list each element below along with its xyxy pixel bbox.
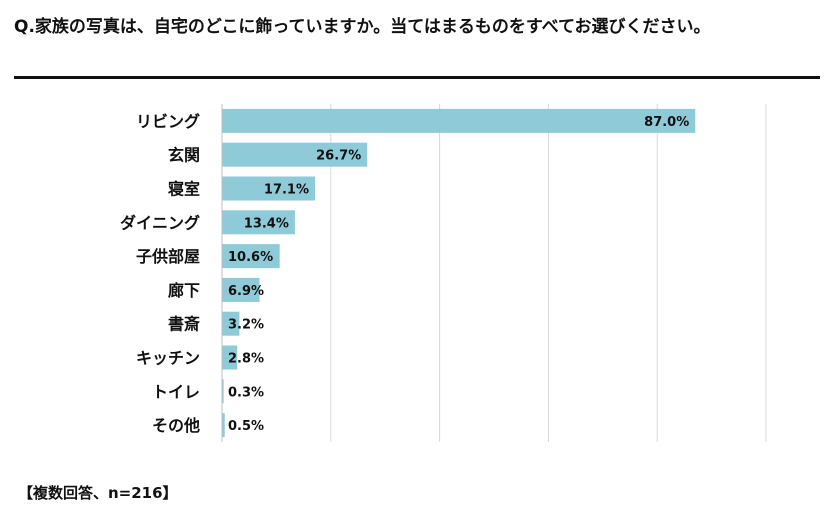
bar-8 (222, 379, 224, 404)
bar-0 (222, 108, 696, 133)
data-label: 0.3% (228, 385, 264, 400)
data-label: 2.8% (228, 352, 264, 367)
data-label: 17.1% (264, 183, 309, 198)
data-label: 10.6% (228, 250, 273, 265)
category-label: 廊下 (168, 281, 200, 300)
bar-6 (222, 311, 240, 336)
category-label: ダイニング (120, 213, 200, 232)
data-label: 6.9% (228, 284, 264, 299)
question-title: Q.家族の写真は、自宅のどこに飾っていますか。当てはまるものをすべてお選びくださ… (14, 17, 711, 37)
bar-2 (222, 176, 316, 201)
category-label: 玄関 (168, 146, 200, 165)
category-label: 子供部屋 (136, 247, 200, 266)
sample-note: 【複数回答、n=216】 (18, 484, 178, 502)
bar-1 (222, 142, 368, 167)
data-label: 13.4% (244, 216, 289, 231)
category-label: リビング (136, 112, 200, 131)
bar-5 (222, 277, 260, 302)
bar-9 (222, 413, 225, 438)
bar-3 (222, 210, 295, 235)
category-label: 寝室 (168, 180, 200, 199)
title-underline (14, 76, 820, 79)
bar-4 (222, 244, 280, 269)
data-label: 87.0% (644, 115, 689, 130)
data-label: 26.7% (316, 149, 361, 164)
category-label: トイレ (152, 382, 200, 401)
data-label: 0.5% (228, 419, 264, 434)
category-label: その他 (152, 416, 200, 435)
category-label: キッチン (136, 349, 200, 368)
data-label: 3.2% (228, 318, 264, 333)
category-label: 書斎 (168, 315, 200, 334)
bar-7 (222, 345, 238, 370)
